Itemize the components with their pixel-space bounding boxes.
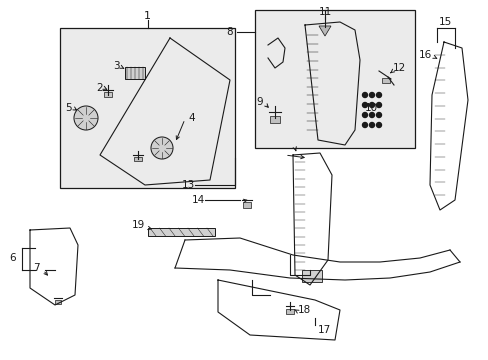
Circle shape bbox=[369, 122, 374, 127]
Bar bbox=[104, 92, 112, 97]
Text: 17: 17 bbox=[317, 325, 330, 335]
Text: 12: 12 bbox=[392, 63, 406, 73]
Bar bbox=[254, 10, 414, 148]
Circle shape bbox=[369, 103, 374, 108]
Circle shape bbox=[376, 112, 381, 117]
Bar bbox=[148, 228, 215, 236]
Text: 19: 19 bbox=[131, 220, 145, 230]
Text: 9: 9 bbox=[256, 97, 263, 107]
Bar bbox=[60, 28, 235, 188]
Circle shape bbox=[369, 93, 374, 98]
Text: 7: 7 bbox=[33, 263, 40, 273]
Text: 4: 4 bbox=[187, 113, 194, 123]
Text: 18: 18 bbox=[297, 305, 311, 315]
Bar bbox=[125, 67, 145, 79]
Bar bbox=[134, 157, 142, 161]
Text: 13: 13 bbox=[182, 180, 195, 190]
Bar bbox=[302, 270, 321, 282]
Text: 11: 11 bbox=[318, 7, 331, 17]
Polygon shape bbox=[318, 26, 330, 36]
Circle shape bbox=[362, 93, 367, 98]
Circle shape bbox=[376, 93, 381, 98]
Text: 16: 16 bbox=[418, 50, 431, 60]
Text: 5: 5 bbox=[65, 103, 72, 113]
Text: 8: 8 bbox=[226, 27, 232, 37]
Bar bbox=[381, 78, 389, 83]
Text: 6: 6 bbox=[9, 253, 16, 263]
Text: 3: 3 bbox=[113, 61, 120, 71]
Bar bbox=[269, 116, 280, 123]
Bar bbox=[243, 202, 250, 208]
Bar bbox=[55, 300, 61, 304]
Text: 14: 14 bbox=[191, 195, 204, 205]
Text: 2: 2 bbox=[96, 83, 103, 93]
Bar bbox=[285, 309, 293, 314]
Text: 1: 1 bbox=[143, 11, 151, 21]
Circle shape bbox=[74, 106, 98, 130]
Circle shape bbox=[369, 112, 374, 117]
Circle shape bbox=[362, 112, 367, 117]
Text: 10: 10 bbox=[364, 103, 377, 113]
Circle shape bbox=[376, 122, 381, 127]
Text: 15: 15 bbox=[437, 17, 451, 27]
Circle shape bbox=[362, 122, 367, 127]
Circle shape bbox=[362, 103, 367, 108]
Circle shape bbox=[376, 103, 381, 108]
Circle shape bbox=[151, 137, 173, 159]
